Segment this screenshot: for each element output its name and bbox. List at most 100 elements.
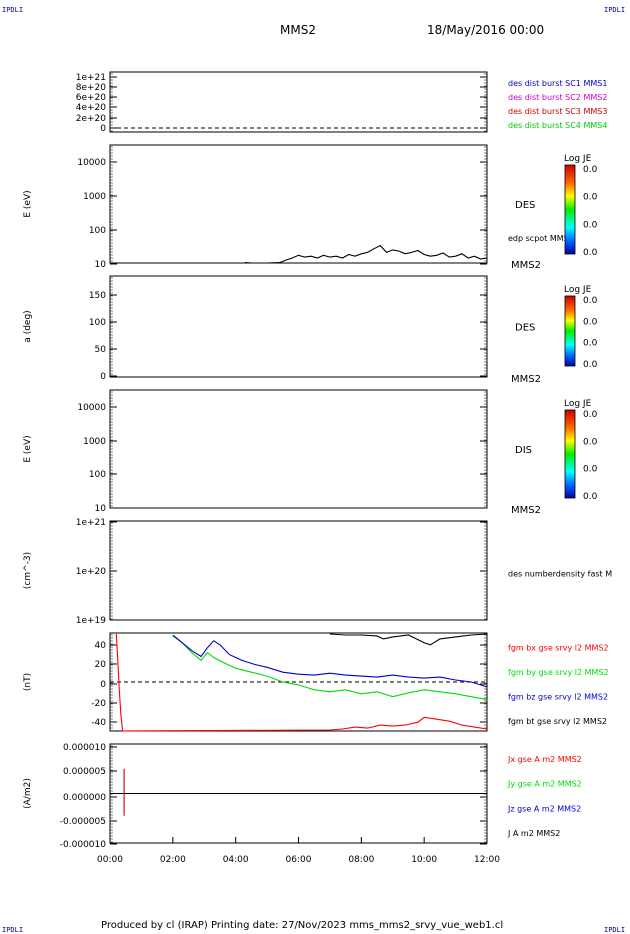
- y-tick-label: 100: [89, 470, 106, 480]
- corner-label-bottom-right: IPDLI: [604, 926, 625, 934]
- x-tick-label: 10:00: [411, 855, 437, 865]
- panel-frame: [109, 275, 488, 378]
- y-tick-label: 8e+20: [76, 83, 107, 93]
- y-tick-label: 0: [100, 124, 106, 134]
- y-tick-label: 2e+20: [76, 114, 107, 124]
- y-tick-label: -0.000005: [60, 817, 106, 827]
- instrument-label: DES: [515, 323, 535, 334]
- legend-entry: des dist burst SC1 MMS1: [508, 79, 607, 88]
- colorbar-tick-label: 0.0: [583, 465, 598, 475]
- panel-frame: [109, 520, 488, 621]
- corner-label-bottom-left: IPDLI: [2, 926, 23, 934]
- y-tick-label: 0: [100, 680, 106, 690]
- colorbar: [564, 409, 576, 499]
- series-line: [172, 635, 488, 701]
- x-tick-label: 06:00: [286, 855, 312, 865]
- y-tick-label: 1000: [83, 437, 106, 447]
- panel-2: 10000 1000 100 10 E (eV) DES MMS2 edp scpot MMS…: [23, 144, 598, 271]
- corner-label-top-right: IPDLI: [604, 6, 625, 14]
- colorbar-tick-label: 0.0: [583, 317, 598, 327]
- series-line: [172, 634, 488, 688]
- legend-entry: J A m2 MMS2: [507, 829, 560, 838]
- y-tick-label: 4e+20: [76, 103, 107, 113]
- colorbar-tick-label: 0.0: [583, 220, 598, 230]
- colorbar-title: Log JE: [564, 399, 592, 409]
- panel-frame: [109, 71, 488, 133]
- y-tick-label: -0.000010: [60, 840, 106, 850]
- x-tick-label: 04:00: [223, 855, 249, 865]
- y-axis-label: (A/m2): [23, 778, 33, 809]
- legend-entry: Jx gse A m2 MMS2: [507, 755, 582, 764]
- colorbar-tick-label: 0.0: [583, 339, 598, 349]
- colorbar-title: Log JE: [564, 154, 592, 164]
- y-tick-label: 50: [95, 345, 107, 355]
- colorbar: [564, 295, 576, 367]
- colorbar-tick-label: 0.0: [583, 492, 598, 502]
- y-tick-label: 20: [95, 660, 107, 670]
- series-line: [245, 244, 488, 264]
- x-tick-label: 12:00: [474, 855, 500, 865]
- y-tick-label: 1000: [83, 192, 106, 202]
- y-tick-label: -40: [91, 718, 106, 728]
- corner-label-top-left: IPDLI: [2, 6, 23, 14]
- colorbar-title: Log JE: [564, 285, 592, 295]
- series-line: [115, 633, 488, 732]
- colorbar-tick-label: 0.0: [583, 193, 598, 203]
- colorbar: [564, 164, 576, 255]
- y-tick-label: 0.000000: [63, 793, 106, 803]
- legend-entry: des dist burst SC2 MMS2: [508, 93, 607, 102]
- y-tick-label: 0.000005: [63, 767, 106, 777]
- colorbar-tick-label: 0.0: [583, 296, 598, 306]
- y-tick-label: 1e+21: [76, 73, 106, 83]
- legend-entry: fgm by gse srvy l2 MMS2: [508, 668, 609, 677]
- y-tick-label: 150: [89, 291, 106, 301]
- y-axis-label: E (eV): [23, 435, 33, 462]
- legend-entry: des dist burst SC3 MMS3: [508, 107, 607, 116]
- panel-6: 40 20 0 -20 -40 (nT) fgm bx gse srvy l2 MMS2 fg…: [23, 632, 609, 732]
- y-tick-label: 40: [95, 641, 107, 651]
- instrument-label: DES: [515, 200, 535, 211]
- y-axis-label: (nT): [23, 673, 33, 691]
- legend-entry: fgm bt gse srvy l2 MMS2: [508, 717, 607, 726]
- legend-entry: des dist burst SC4 MMS4: [508, 121, 607, 130]
- spacecraft-label: MMS2: [511, 374, 541, 385]
- y-tick-label: 0.000010: [63, 743, 106, 753]
- y-tick-label: 10: [95, 260, 107, 270]
- panel-frame: [109, 144, 488, 264]
- y-tick-label: 10: [95, 504, 107, 514]
- colorbar-tick-label: 0.0: [583, 248, 598, 258]
- colorbar-tick-label: 0.0: [583, 165, 598, 175]
- x-tick-label: 00:00: [97, 855, 123, 865]
- date-title: 18/May/2016 00:00: [427, 23, 544, 37]
- y-tick-label: 6e+20: [76, 93, 107, 103]
- y-tick-label: 1e+21: [76, 518, 106, 528]
- panel-7: 0.000010 0.000005 0.000000 -0.000005 -0.0000…: [23, 743, 582, 865]
- y-tick-label: -20: [91, 699, 106, 709]
- series-label: edp scpot MMS2: [508, 234, 574, 243]
- y-tick-label: 1e+19: [76, 616, 107, 626]
- series-label: des numberdensity fast M: [508, 570, 612, 579]
- panel-frame: [109, 389, 488, 509]
- footer-text: Produced by cl (IRAP) Printing date: 27/…: [101, 920, 503, 931]
- colorbar-tick-label: 0.0: [583, 437, 598, 447]
- spacecraft-label: MMS2: [511, 260, 541, 271]
- y-tick-label: 0: [100, 372, 106, 382]
- instrument-label: DIS: [515, 445, 532, 456]
- y-tick-label: 1e+20: [76, 567, 107, 577]
- y-tick-label: 100: [89, 226, 106, 236]
- x-tick-label: 08:00: [348, 855, 374, 865]
- y-tick-label: 10000: [77, 158, 106, 168]
- legend-entry: fgm bz gse srvy l2 MMS2: [508, 693, 608, 702]
- panel-5: 1e+21 1e+20 1e+19 (cm^-3) des numberdensity …: [23, 518, 612, 626]
- y-axis-label: (cm^-3): [23, 552, 33, 589]
- colorbar-tick-label: 0.0: [583, 410, 598, 420]
- legend-entry: fgm bx gse srvy l2 MMS2: [508, 644, 609, 653]
- y-tick-label: 10000: [77, 403, 106, 413]
- colorbar-tick-label: 0.0: [583, 360, 598, 370]
- legend-entry: Jy gse A m2 MMS2: [507, 780, 582, 789]
